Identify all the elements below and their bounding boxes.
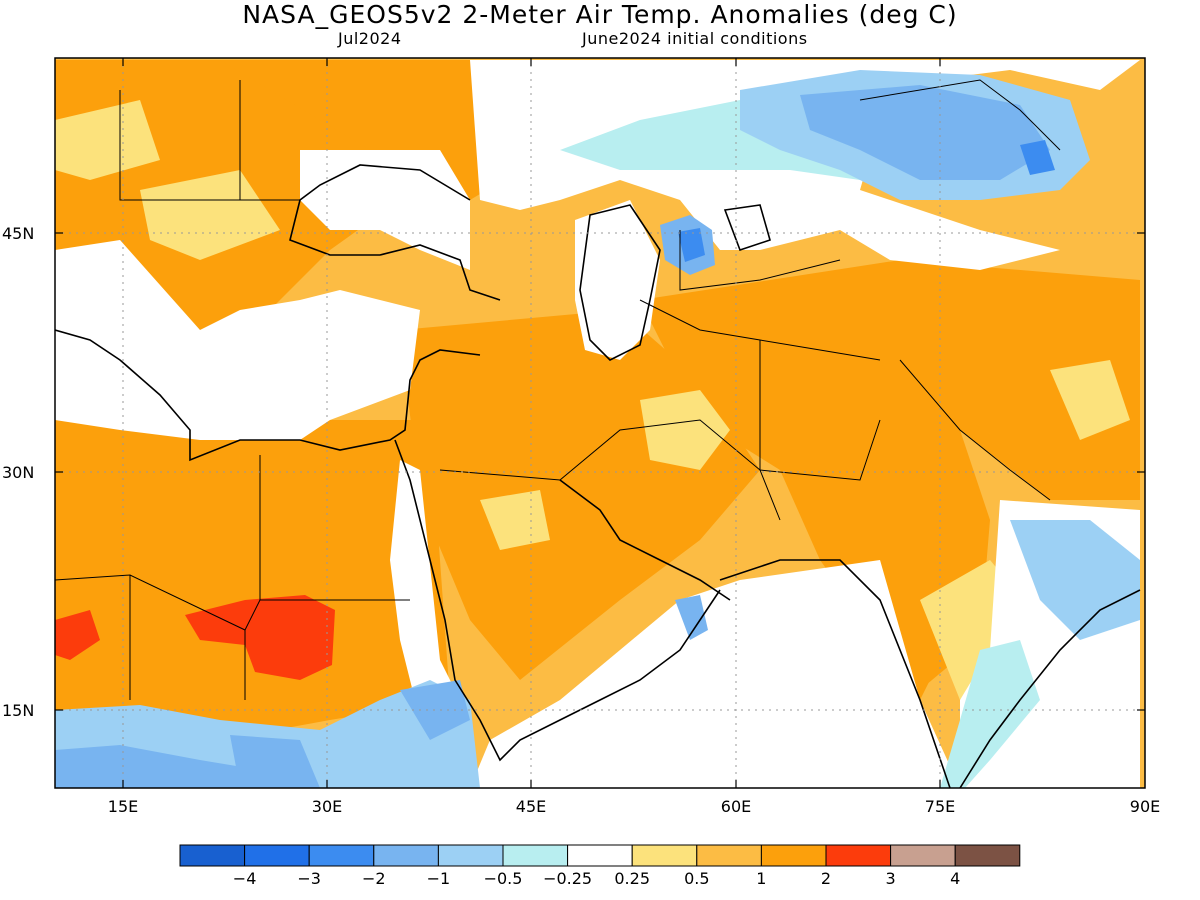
colorbar-label: 2 xyxy=(821,869,831,888)
lon-label-75e: 75E xyxy=(925,797,955,816)
tick-marks xyxy=(55,58,1145,788)
colorbar-swatch xyxy=(890,844,956,867)
lon-label-60e: 60E xyxy=(721,797,751,816)
colorbar-label: −0.25 xyxy=(543,869,592,888)
colorbar-swatch xyxy=(631,844,698,867)
graticule xyxy=(55,58,1145,788)
colorbar-swatch xyxy=(760,844,827,867)
country-borders xyxy=(55,79,1061,700)
colorbar-swatch xyxy=(373,844,439,867)
colorbar: −4 −3 −2 −1 −0.5 −0.25 0.25 0.5 1 2 3 4 xyxy=(179,844,1021,888)
colorbar-swatch xyxy=(437,844,504,867)
colorbar-swatch xyxy=(696,844,762,867)
colorbar-label: 4 xyxy=(950,869,960,888)
lon-label-45e: 45E xyxy=(516,797,546,816)
colorbar-label: −1 xyxy=(427,869,451,888)
colorbar-swatch xyxy=(179,844,246,867)
colorbar-label: 0.25 xyxy=(614,869,650,888)
anomaly-field xyxy=(55,58,1145,788)
colorbar-swatch xyxy=(825,844,892,867)
colorbar-swatch xyxy=(502,844,569,867)
colorbar-swatch xyxy=(567,844,633,867)
lon-label-90e: 90E xyxy=(1130,797,1160,816)
initial-conditions-label: June2024 initial conditions xyxy=(582,29,808,48)
map-frame xyxy=(54,57,1146,789)
lat-label-45n: 45N xyxy=(2,224,34,243)
lon-label-30e: 30E xyxy=(312,797,342,816)
coastlines xyxy=(55,164,1141,788)
colorbar-label: −2 xyxy=(362,869,386,888)
forecast-month: Jul2024 xyxy=(338,29,402,48)
colorbar-label: −4 xyxy=(233,869,257,888)
colorbar-label: 0.5 xyxy=(684,869,709,888)
colorbar-swatch xyxy=(954,844,1021,867)
colorbar-label: 1 xyxy=(756,869,766,888)
lon-label-15e: 15E xyxy=(108,797,138,816)
colorbar-label: −3 xyxy=(297,869,321,888)
lat-label-30n: 30N xyxy=(2,463,34,482)
colorbar-label: −0.5 xyxy=(484,869,523,888)
colorbar-swatch xyxy=(308,844,375,867)
colorbar-label: 3 xyxy=(886,869,896,888)
lat-label-15n: 15N xyxy=(2,701,34,720)
map-title: NASA_GEOS5v2 2-Meter Air Temp. Anomalies… xyxy=(242,0,958,29)
colorbar-swatch xyxy=(244,844,310,867)
